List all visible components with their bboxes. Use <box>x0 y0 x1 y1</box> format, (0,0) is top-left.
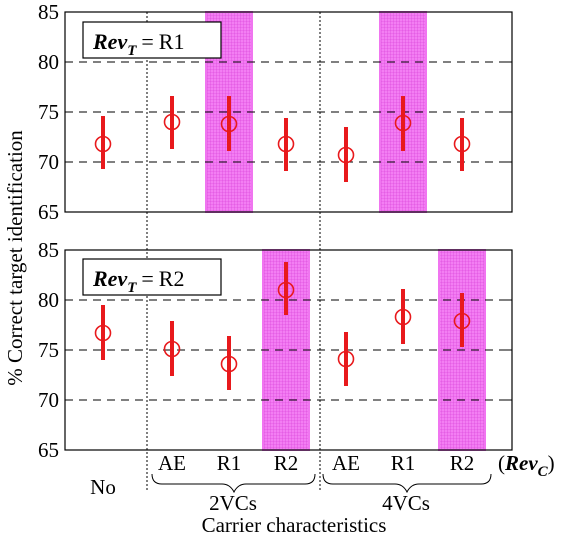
category-label-0: No <box>90 475 116 499</box>
legend-val-bottom: R2 <box>159 266 185 291</box>
mean-marker-bottom-4 <box>337 350 355 368</box>
legend-var-bottom: Rev <box>92 266 127 291</box>
mean-marker-top-5 <box>394 114 412 132</box>
ytick-label-bottom-75: 75 <box>38 338 59 362</box>
mean-marker-top-1 <box>163 113 181 131</box>
category-label-1: AE <box>158 451 186 475</box>
y-axis-label: % Correct target identification <box>3 130 27 386</box>
mean-marker-bottom-5 <box>394 308 412 326</box>
legend-eq-bottom: = <box>141 266 153 291</box>
mean-marker-top-6 <box>453 135 471 153</box>
legend-bottom: RevT = R2 <box>82 258 222 296</box>
ytick-label-top-65: 65 <box>38 200 59 224</box>
mean-marker-bottom-2 <box>220 355 238 373</box>
brace-2vcs <box>151 473 316 494</box>
panel-top: 65 70 75 80 85 <box>38 0 513 224</box>
category-labels: No AE R1 R2 AE R1 R2 <box>90 451 474 499</box>
category-label-5: R1 <box>391 451 416 475</box>
ytick-label-top-85: 85 <box>38 0 59 24</box>
category-label-6: R2 <box>450 451 475 475</box>
ytick-label-bottom-65: 65 <box>38 438 59 462</box>
x-axis-label: Carrier characteristics <box>202 513 387 537</box>
ytick-label-bottom-85: 85 <box>38 238 59 262</box>
ytick-label-top-80: 80 <box>38 50 59 74</box>
category-label-2: R1 <box>217 451 242 475</box>
mean-marker-bottom-6 <box>453 312 471 330</box>
category-label-4: AE <box>332 451 360 475</box>
brace-4vcs <box>322 473 492 494</box>
rev-c-label: (RevC) <box>498 451 555 480</box>
panel-bottom: 65 70 75 80 85 <box>38 238 513 462</box>
group-label-4vcs: 4VCs <box>382 491 430 515</box>
ytick-label-bottom-70: 70 <box>38 388 59 412</box>
mean-marker-top-2 <box>220 115 238 133</box>
legend-sub-bottom: T <box>127 280 137 296</box>
legend-top: RevT = R1 <box>82 21 222 59</box>
mean-marker-top-3 <box>277 135 295 153</box>
legend-val-top: R1 <box>159 29 185 54</box>
ytick-label-top-70: 70 <box>38 150 59 174</box>
ytick-label-top-75: 75 <box>38 100 59 124</box>
mean-marker-top-0 <box>94 135 112 153</box>
ytick-label-bottom-80: 80 <box>38 288 59 312</box>
svg-text:RevT=R1: RevT = R1 <box>92 29 184 59</box>
mean-marker-top-4 <box>337 146 355 164</box>
legend-var-top: Rev <box>92 29 127 54</box>
mean-marker-bottom-0 <box>94 324 112 342</box>
legend-sub-top: T <box>127 43 137 59</box>
svg-text:RevT=R2: RevT = R2 <box>92 266 184 296</box>
category-label-3: R2 <box>274 451 299 475</box>
mean-marker-bottom-3 <box>277 281 295 299</box>
group-label-2vcs: 2VCs <box>209 491 257 515</box>
legend-eq-top: = <box>141 29 153 54</box>
mean-marker-bottom-1 <box>163 340 181 358</box>
